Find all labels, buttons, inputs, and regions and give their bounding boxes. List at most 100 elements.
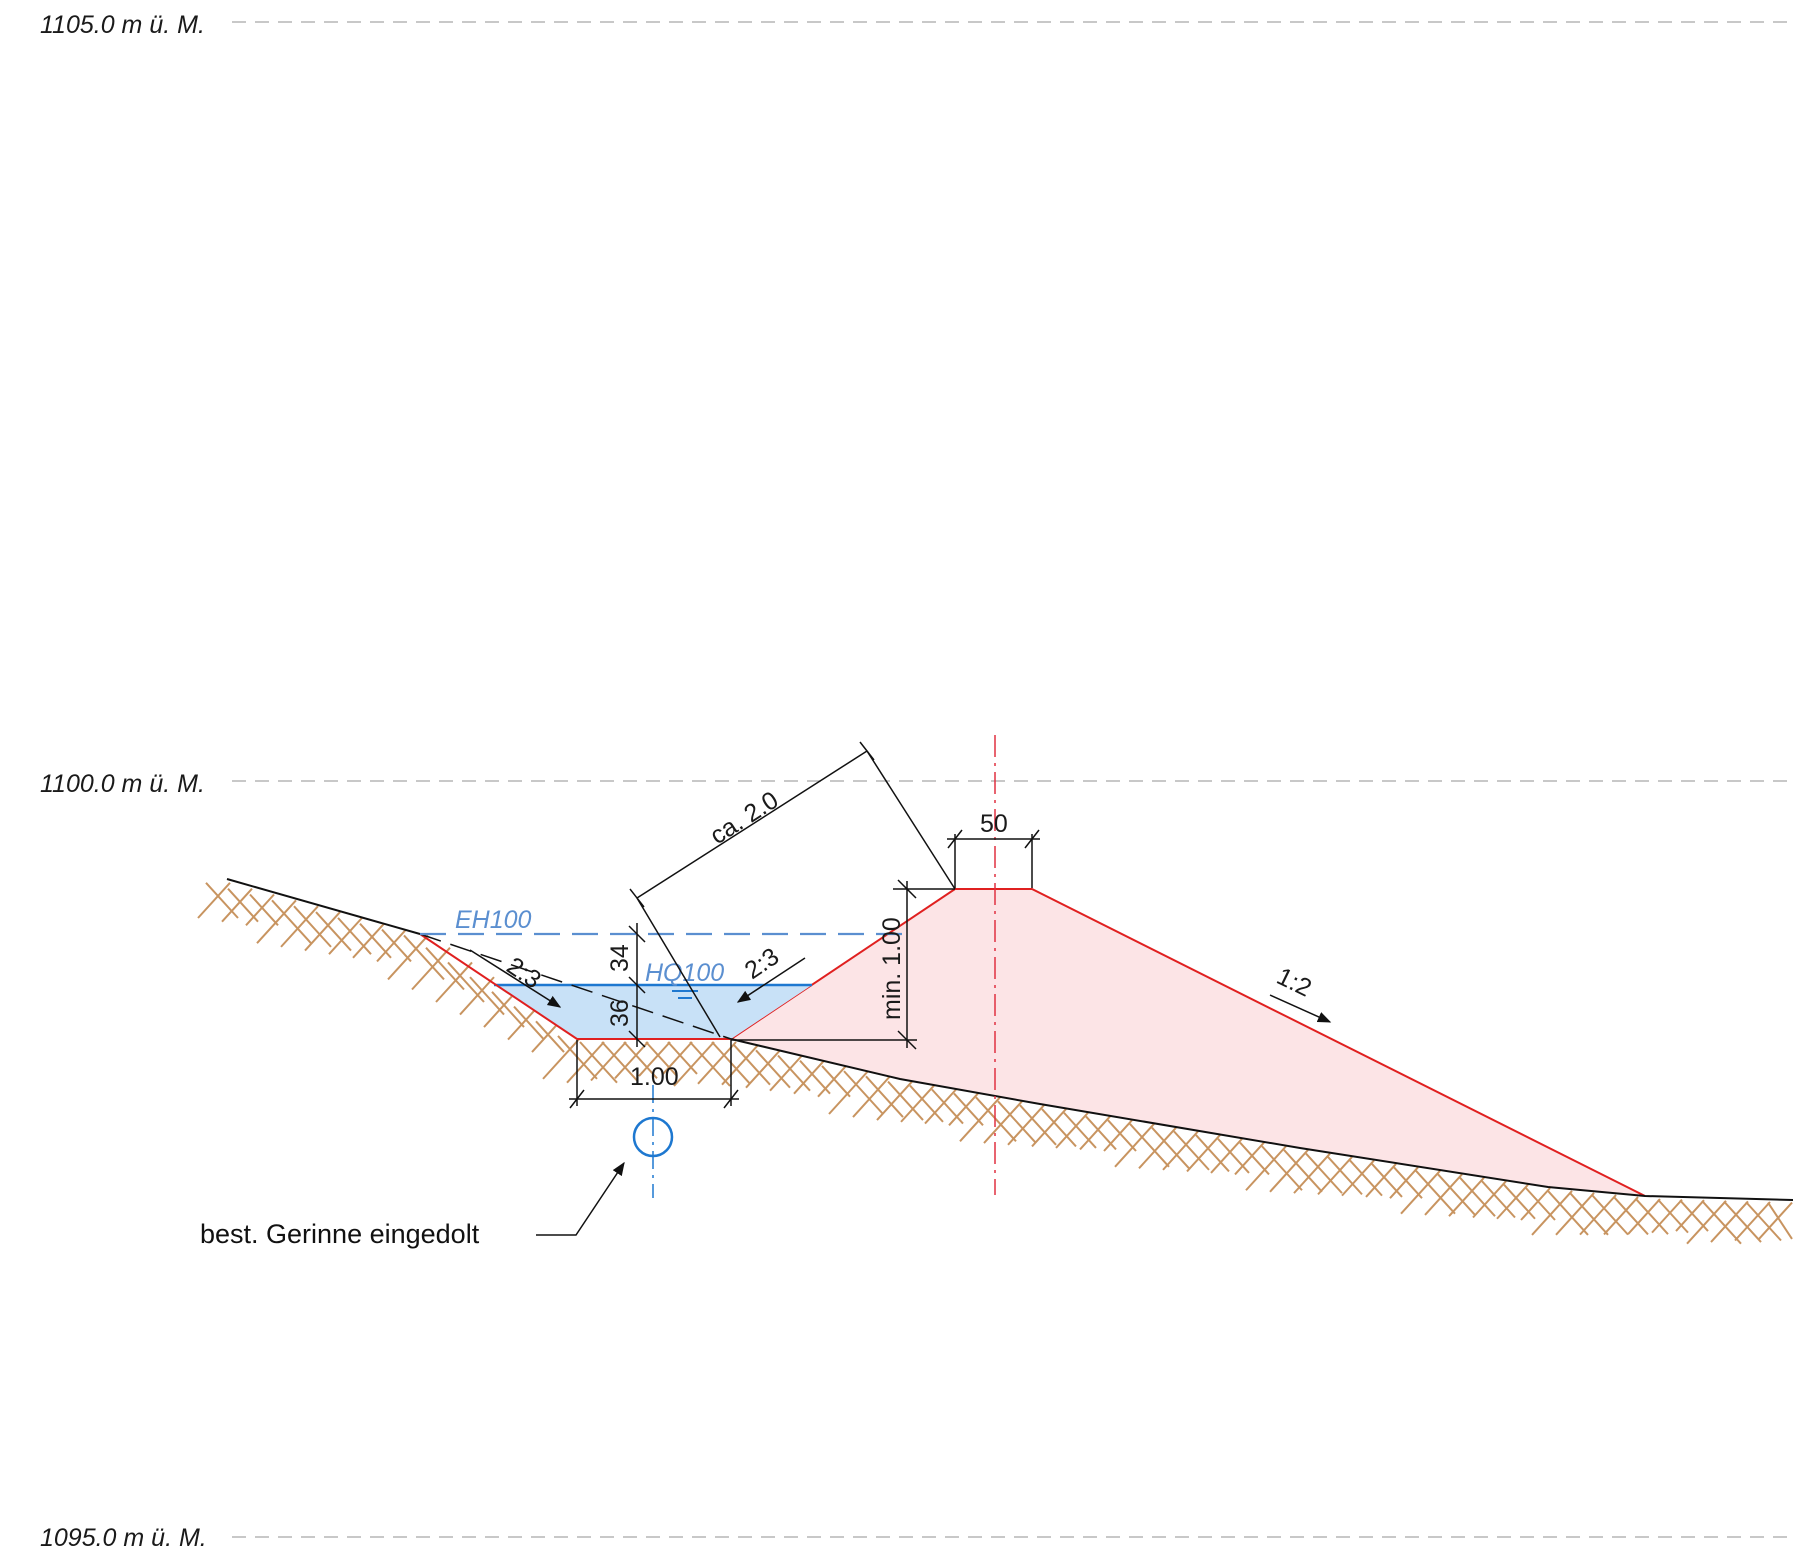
hatch-stroke <box>1305 1152 1343 1194</box>
hatch-stroke <box>887 1080 924 1121</box>
hatch-stroke <box>328 917 363 955</box>
hatch-stroke <box>280 905 319 948</box>
hatch-stroke <box>817 1065 847 1098</box>
hatch-stroke <box>769 1054 803 1092</box>
elevation-label-1095: 1095.0 m ü. M. <box>40 1524 207 1552</box>
hatch-stroke <box>1569 1192 1609 1236</box>
hatch-stroke <box>876 1080 913 1121</box>
channel-outline <box>419 933 731 1040</box>
dimension-min-height: min. 1.00 <box>731 879 955 1050</box>
hatch-stroke <box>1234 1141 1265 1176</box>
hatch-stroke <box>337 917 372 955</box>
hatch-stroke <box>689 1041 731 1087</box>
hatch-stroke <box>1503 1183 1536 1220</box>
hatch-stroke <box>1393 1166 1423 1199</box>
freeboard-label: 34 <box>606 944 634 972</box>
hatch-stroke <box>1657 1198 1689 1234</box>
hatch-stroke <box>721 1044 759 1086</box>
hatch-stroke <box>1437 1173 1476 1216</box>
dam-outline <box>730 888 1646 1197</box>
elevation-label-1105: 1105.0 m ü. M. <box>40 11 205 39</box>
dimension-channel-width: 1.00 <box>569 1040 739 1109</box>
hatch-stroke <box>1555 1192 1595 1236</box>
culvert-annotation: best. Gerinne eingedolt <box>200 1161 625 1249</box>
hatch-stroke <box>755 1049 791 1089</box>
hatch-stroke <box>491 991 525 1028</box>
hatch-stroke <box>1031 1108 1067 1148</box>
hatch-stroke <box>1173 1130 1210 1171</box>
hatch-stroke <box>1103 1119 1133 1152</box>
hatch-stroke <box>535 1020 565 1053</box>
hatch-stroke <box>1283 1149 1323 1193</box>
hatch-stroke <box>359 923 392 959</box>
hatch-stroke <box>1424 1173 1463 1216</box>
hatch-stroke <box>1186 1134 1221 1173</box>
hatch-stroke <box>1745 1201 1782 1242</box>
hatch-stroke <box>1041 1108 1077 1148</box>
hatch-stroke <box>1613 1196 1649 1236</box>
hatch-stroke <box>673 1041 715 1087</box>
hatch-stroke <box>931 1088 964 1125</box>
hatch-stroke <box>425 947 465 991</box>
hatch-stroke <box>376 928 407 963</box>
hatch-stroke <box>1400 1170 1441 1215</box>
hatch-stroke <box>623 1041 658 1079</box>
dam-body <box>731 889 1645 1196</box>
hatch-stroke <box>542 1035 583 1080</box>
hatch-stroke <box>1635 1198 1669 1235</box>
hatch-stroke <box>983 1100 1023 1144</box>
hatch-stroke <box>1723 1200 1762 1243</box>
hatch-stroke <box>245 893 275 926</box>
ground-line-right <box>730 1038 1793 1201</box>
slope-right-channel-label: 2:3 <box>740 942 784 985</box>
crest-width-label: 50 <box>980 810 1008 838</box>
hatch-stroke <box>948 1092 979 1127</box>
hatch-stroke <box>315 911 352 952</box>
hatch-stroke <box>1520 1187 1551 1221</box>
hatch-stroke <box>1496 1183 1529 1220</box>
hatch-stroke <box>1261 1145 1303 1191</box>
hatch-stroke <box>1317 1156 1353 1196</box>
hatch-stroke <box>645 1041 678 1077</box>
hatch-stroke <box>1079 1115 1111 1151</box>
hatch-stroke <box>1138 1126 1177 1170</box>
elevation-label-1100: 1100.0 m ü. M. <box>40 770 205 798</box>
hatch-stroke <box>1686 1200 1727 1245</box>
hatch-stroke <box>667 1041 698 1075</box>
hatch-stroke <box>352 923 385 959</box>
hatch-stroke <box>469 976 505 1016</box>
hatch-stroke <box>638 1041 671 1077</box>
hatch-stroke <box>590 1041 627 1082</box>
hatch-stroke <box>997 1100 1037 1144</box>
hatch-stroke <box>1327 1156 1363 1196</box>
hatch-stroke <box>924 1088 957 1125</box>
hatch-stroke <box>304 911 341 952</box>
hatch-stroke <box>1085 1115 1117 1151</box>
water-depth-label: 36 <box>606 999 634 1027</box>
hatch-stroke <box>293 905 332 948</box>
hatch-stroke <box>1365 1163 1397 1198</box>
hatch-stroke <box>1107 1119 1137 1152</box>
original-terrain-dashed <box>419 933 732 1040</box>
hatch-stroke <box>733 1044 771 1086</box>
hatch-stroke <box>507 1005 539 1041</box>
hatch-stroke <box>1579 1194 1617 1236</box>
hatch-stroke <box>1129 1123 1170 1168</box>
hatch-stroke <box>1627 1198 1661 1235</box>
hatch-stroke <box>256 899 297 944</box>
dimension-freeboard-depth: 34 36 <box>606 923 646 1048</box>
hatch-stroke <box>959 1096 1001 1143</box>
hatch-stroke <box>566 1041 605 1084</box>
hatch-stroke <box>1217 1138 1250 1174</box>
hatch-stroke <box>459 976 495 1016</box>
hatch-stroke <box>1063 1112 1097 1149</box>
hatch-stroke <box>1007 1104 1045 1146</box>
hatch-stroke <box>1651 1198 1683 1234</box>
hatch-stroke <box>1195 1134 1230 1173</box>
hatch-stroke <box>387 934 429 981</box>
hatch-stroke <box>1114 1123 1155 1168</box>
hatch-stroke <box>197 882 231 919</box>
hatch-stroke <box>828 1070 869 1115</box>
hatch-stroke <box>483 991 517 1028</box>
hatch-stroke <box>614 1041 649 1079</box>
